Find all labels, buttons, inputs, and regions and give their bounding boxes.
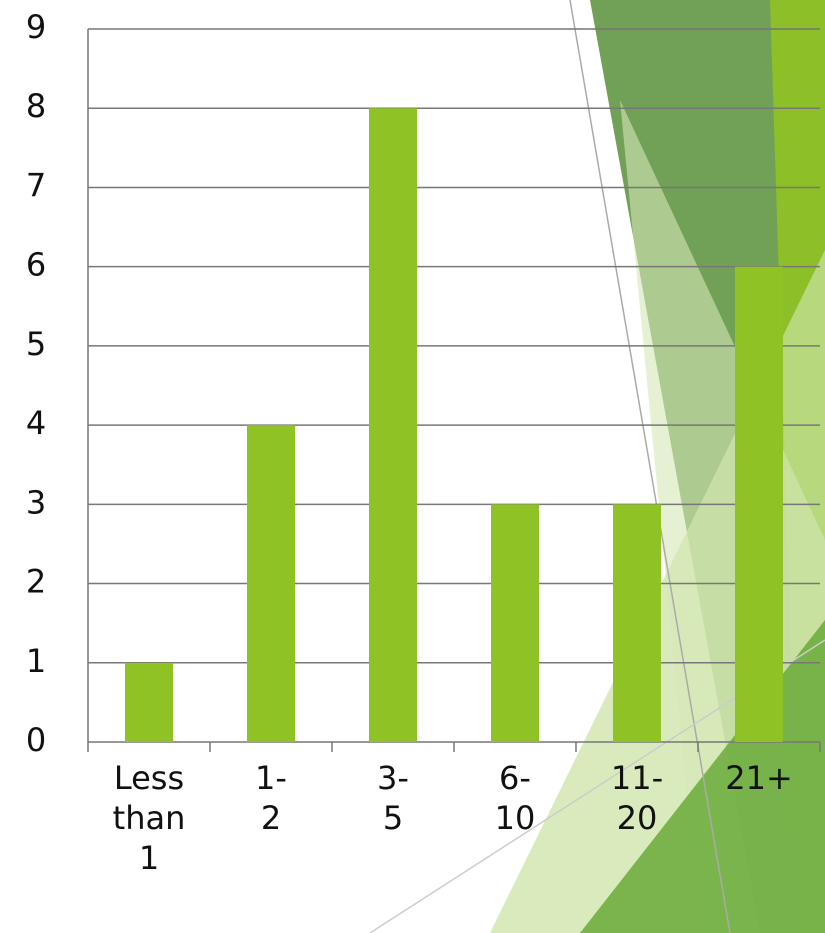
x-tick-label: Less than 1 [112, 759, 186, 877]
x-tick-label: 3-5 [377, 759, 409, 837]
x-tick-label: 6-10 [494, 759, 536, 837]
bar [369, 108, 417, 742]
y-tick-label: 6 [26, 246, 46, 284]
y-tick-label: 1 [26, 642, 46, 680]
bar [125, 662, 173, 742]
deco-line [569, 0, 731, 933]
x-tick-label: 21+ [725, 759, 793, 797]
bar [735, 266, 783, 742]
y-tick-label: 7 [26, 166, 46, 204]
bar [247, 425, 295, 742]
x-tick-label: 11-20 [610, 759, 664, 837]
bar [491, 504, 539, 742]
y-tick-label: 3 [26, 483, 46, 521]
y-tick-label: 0 [26, 721, 46, 759]
y-tick-label: 8 [26, 87, 46, 125]
y-tick-label: 9 [26, 8, 46, 46]
y-tick-label: 2 [26, 563, 46, 601]
y-tick-label: 5 [26, 325, 46, 363]
bar [613, 504, 661, 742]
x-tick-label: 1-2 [255, 759, 287, 837]
y-tick-label: 4 [26, 404, 46, 442]
